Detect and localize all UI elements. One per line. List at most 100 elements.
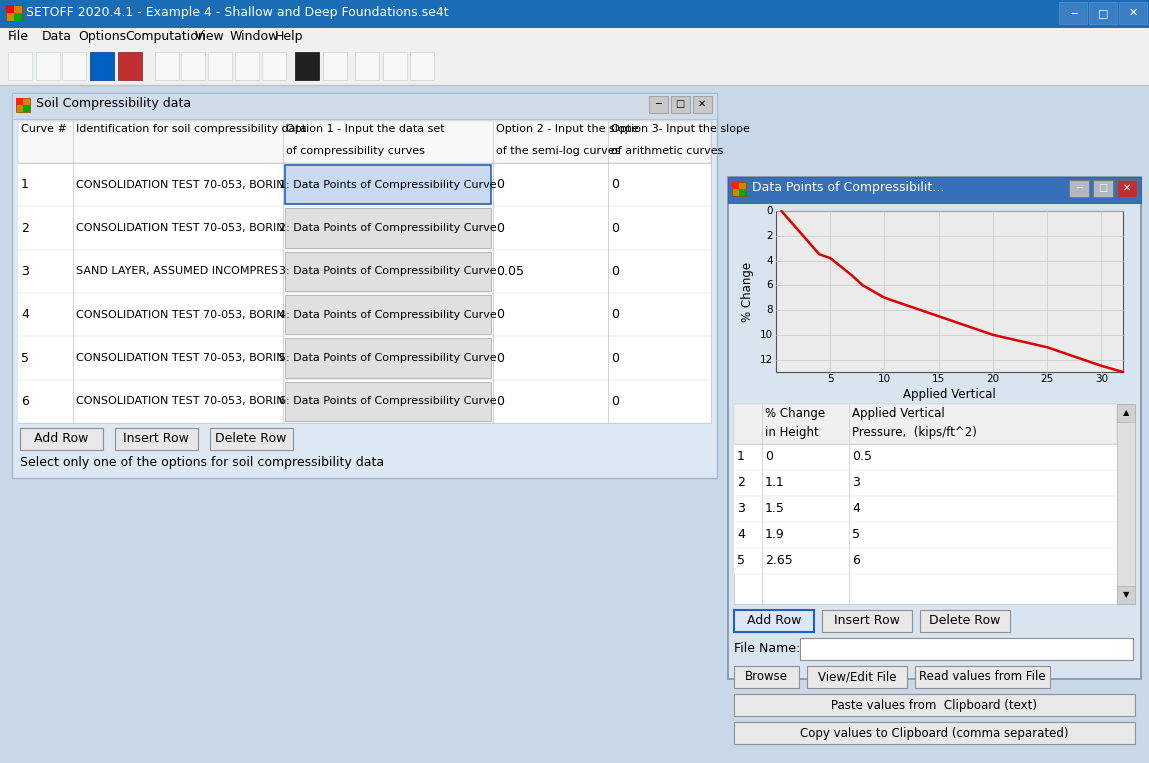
- Text: Delete Row: Delete Row: [930, 614, 1001, 627]
- Bar: [18, 121, 711, 163]
- Bar: [734, 444, 1117, 470]
- Text: □: □: [1098, 183, 1108, 193]
- Text: in Height: in Height: [765, 426, 819, 439]
- Bar: [734, 722, 1135, 744]
- Bar: [210, 428, 293, 450]
- Bar: [0, 0, 1149, 28]
- Bar: [920, 610, 1010, 632]
- Bar: [1069, 180, 1089, 197]
- Text: Insert Row: Insert Row: [834, 614, 900, 627]
- Text: CONSOLIDATION TEST 70-053, BORIN: CONSOLIDATION TEST 70-053, BORIN: [76, 223, 285, 233]
- Bar: [728, 177, 1141, 679]
- Text: 0: 0: [496, 179, 504, 192]
- Text: 6: 6: [21, 394, 29, 408]
- Bar: [734, 404, 1135, 604]
- Text: 0: 0: [611, 394, 619, 408]
- Text: Add Row: Add Row: [747, 614, 801, 627]
- Text: CONSOLIDATION TEST 70-053, BORIN: CONSOLIDATION TEST 70-053, BORIN: [76, 179, 285, 190]
- Text: 0: 0: [611, 221, 619, 234]
- Text: 6: 6: [766, 280, 773, 290]
- Text: 6: 6: [853, 555, 859, 568]
- Bar: [1089, 2, 1117, 24]
- Bar: [822, 610, 912, 632]
- Bar: [807, 666, 907, 688]
- Text: 0: 0: [766, 206, 773, 216]
- Bar: [737, 205, 1133, 400]
- Text: Browse: Browse: [745, 671, 787, 684]
- Bar: [1093, 180, 1113, 197]
- Text: Window: Window: [230, 30, 279, 43]
- Bar: [285, 382, 491, 421]
- Text: 1.5: 1.5: [765, 503, 785, 516]
- Text: SETOFF 2020.4.1 - Example 4 - Shallow and Deep Foundations.se4t: SETOFF 2020.4.1 - Example 4 - Shallow an…: [26, 6, 448, 19]
- Bar: [285, 165, 491, 204]
- Text: 5: Data Points of Compressibility Curve: 5: Data Points of Compressibility Curve: [279, 353, 496, 363]
- Text: 4: 4: [766, 256, 773, 266]
- Bar: [18, 293, 711, 336]
- Bar: [285, 295, 491, 334]
- Bar: [734, 404, 1117, 444]
- Text: 15: 15: [932, 374, 946, 384]
- Bar: [16, 98, 30, 112]
- Text: 0: 0: [611, 179, 619, 192]
- Bar: [155, 52, 179, 80]
- Text: Applied Vertical: Applied Vertical: [853, 407, 944, 420]
- Text: 0.05: 0.05: [496, 265, 524, 278]
- Text: View: View: [195, 30, 225, 43]
- Text: 3: 3: [21, 265, 29, 278]
- Bar: [734, 666, 799, 688]
- Text: Delete Row: Delete Row: [215, 433, 287, 446]
- Text: 5: 5: [737, 555, 745, 568]
- Bar: [6, 5, 14, 13]
- Text: % Change: % Change: [765, 407, 825, 420]
- Bar: [90, 52, 114, 80]
- Text: 1: 1: [737, 450, 745, 463]
- Text: Select only one of the options for soil compressibility data: Select only one of the options for soil …: [20, 456, 384, 469]
- Bar: [285, 338, 491, 378]
- Bar: [115, 428, 198, 450]
- Bar: [734, 694, 1135, 716]
- Bar: [18, 121, 711, 423]
- Bar: [182, 52, 205, 80]
- Text: 0: 0: [765, 450, 773, 463]
- Text: 3: 3: [853, 477, 859, 490]
- Bar: [732, 182, 746, 196]
- Text: Paste values from  Clipboard (text): Paste values from Clipboard (text): [831, 698, 1038, 712]
- Text: ─: ─: [1070, 8, 1077, 18]
- Bar: [6, 5, 22, 21]
- Bar: [776, 211, 1123, 372]
- Text: 4: Data Points of Compressibility Curve: 4: Data Points of Compressibility Curve: [279, 310, 496, 320]
- Bar: [0, 28, 1149, 50]
- Text: 10: 10: [759, 330, 773, 340]
- Bar: [649, 96, 668, 113]
- Text: File: File: [8, 30, 29, 43]
- Bar: [323, 52, 347, 80]
- Text: Option 1 - Input the data set: Option 1 - Input the data set: [286, 124, 445, 134]
- Text: Copy values to Clipboard (comma separated): Copy values to Clipboard (comma separate…: [800, 726, 1069, 739]
- Bar: [0, 85, 1149, 763]
- Bar: [728, 177, 1141, 203]
- Text: 12: 12: [759, 355, 773, 365]
- Text: 0: 0: [496, 221, 504, 234]
- Text: % Change: % Change: [741, 262, 755, 321]
- Bar: [915, 666, 1050, 688]
- Bar: [383, 52, 407, 80]
- Bar: [36, 52, 60, 80]
- Bar: [262, 52, 286, 80]
- Bar: [734, 548, 1117, 574]
- Bar: [14, 13, 22, 21]
- Text: of compressibility curves: of compressibility curves: [286, 146, 425, 156]
- Text: 0: 0: [496, 308, 504, 321]
- Bar: [18, 206, 711, 250]
- Text: Identification for soil compressibility data: Identification for soil compressibility …: [76, 124, 307, 134]
- Text: 0: 0: [496, 352, 504, 365]
- Bar: [18, 163, 711, 206]
- Text: ▼: ▼: [1123, 591, 1129, 600]
- Bar: [732, 182, 739, 189]
- Text: 0: 0: [611, 265, 619, 278]
- Bar: [693, 96, 712, 113]
- Text: □: □: [676, 99, 685, 109]
- Text: Read values from File: Read values from File: [919, 671, 1046, 684]
- Text: Help: Help: [275, 30, 303, 43]
- Text: 4: 4: [737, 529, 745, 542]
